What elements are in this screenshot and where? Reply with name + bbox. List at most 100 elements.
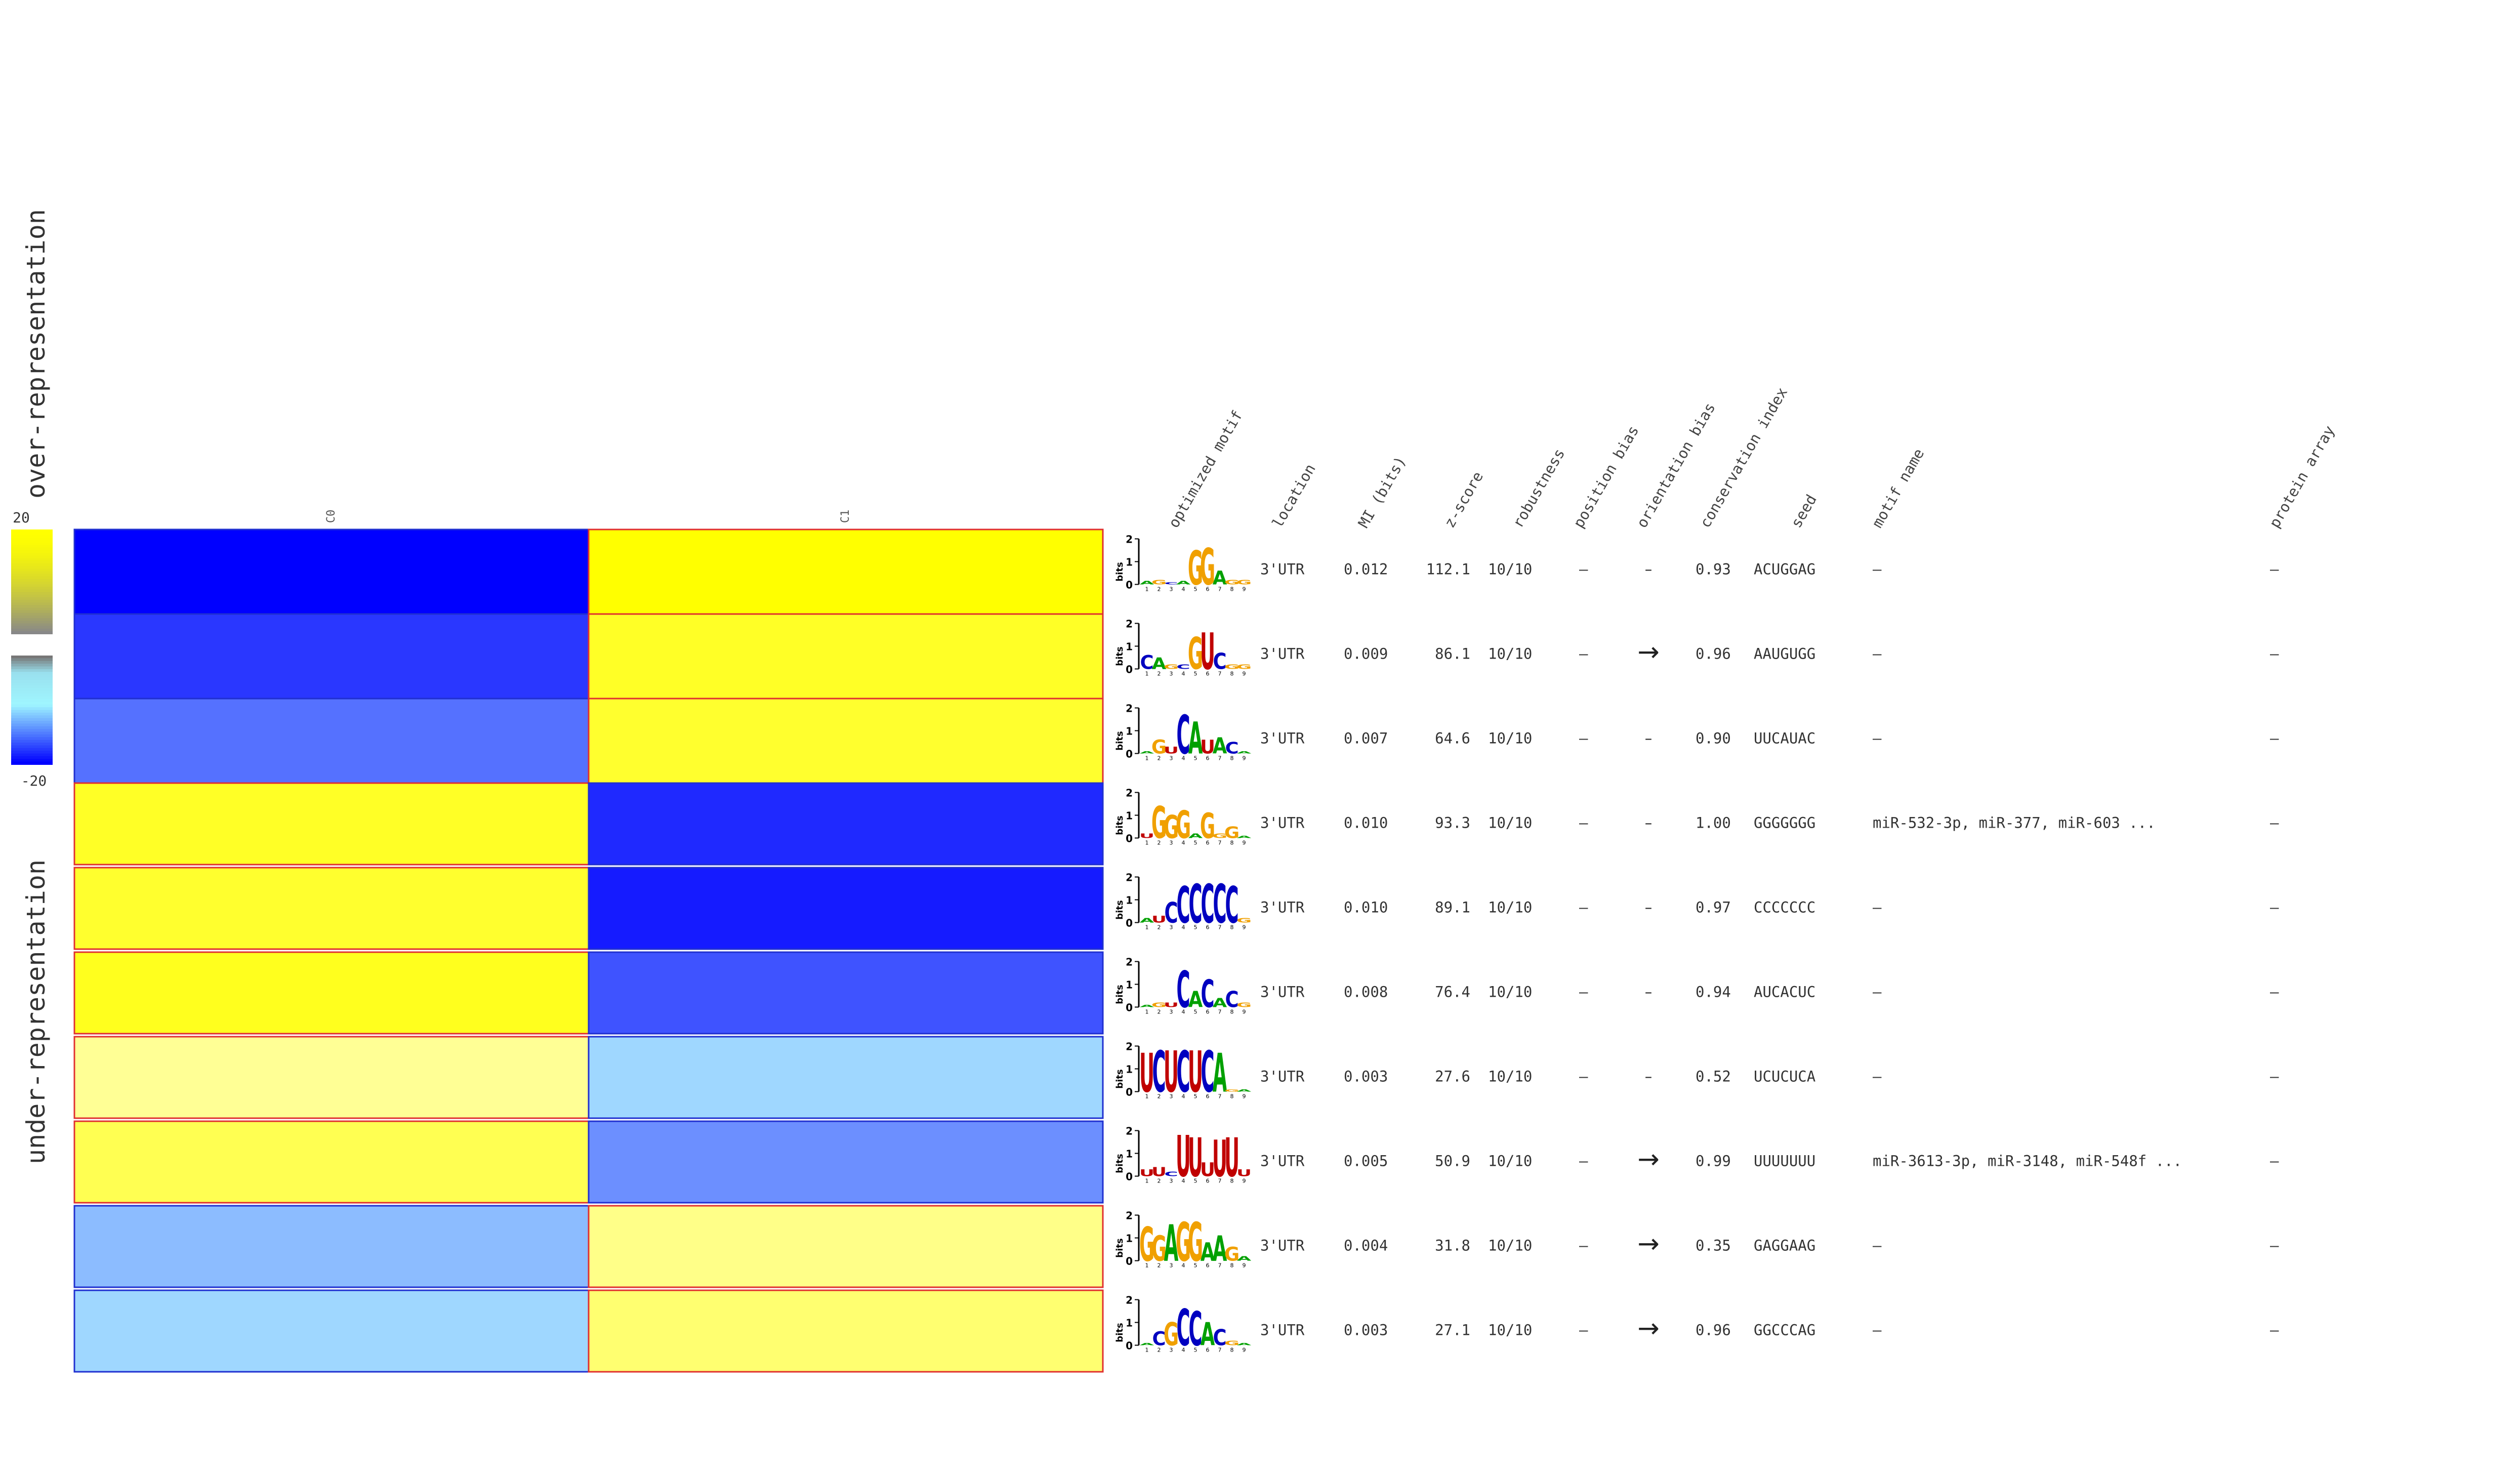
cell-position-bias: – [1579,1153,1588,1170]
color-scale-segment [11,658,53,662]
cell-seed: GAGGAAG [1754,1237,1815,1254]
logo-tick-label: 1 [1126,810,1133,822]
cell-z-score: 27.6 [1435,1068,1470,1085]
logo-position-label: 4 [1182,755,1185,762]
cell-robustness: 10/10 [1488,1237,1532,1254]
logo-letter: G [1151,1229,1167,1269]
table-header: seed [1788,492,1820,530]
logo-tick-label: 0 [1126,833,1133,845]
logo-position-label: 3 [1170,1093,1173,1100]
cell-conservation-index: 0.96 [1696,1322,1731,1339]
color-scale-segment [11,718,53,721]
logo-tick-label: 2 [1126,1041,1133,1053]
logo-letter: G [1188,541,1203,596]
logo-position-label: 8 [1230,1262,1234,1269]
logo-position-label: 1 [1145,586,1149,593]
logo-letter: A [1213,567,1227,589]
color-scale-segment [11,623,53,627]
color-scale-segment [11,610,53,614]
heatmap-cell [73,1289,590,1373]
logo-letter: U [1200,736,1215,758]
cell-robustness: 10/10 [1488,561,1532,578]
logo-letter: A [1213,733,1227,759]
table-header: z-score [1441,469,1487,531]
logo-letter: G [1200,806,1215,846]
logo-letter: G [1164,663,1179,670]
color-scale-segment [11,737,53,741]
logo-position-label: 5 [1194,1262,1197,1269]
logo-letter: U [1200,1159,1215,1180]
logo-position-label: 9 [1243,1178,1246,1185]
cell-orientation-bias: – [1645,561,1653,578]
color-scale-segment [11,550,53,554]
logo-letter: A [1237,1342,1252,1346]
logo-position-label: 5 [1194,671,1197,677]
cell-orientation-bias: – [1645,1068,1653,1085]
logo-tick-label: 2 [1126,872,1133,884]
logo-position-label: 5 [1194,586,1197,593]
logo-tick-label: 2 [1126,618,1133,630]
heatmap-cell [73,951,590,1035]
logo-position-label: 7 [1218,924,1222,931]
logo-letter: U [1164,1001,1179,1008]
heatmap-cell [73,1036,590,1119]
logo-letter: U [1224,1127,1240,1189]
cell-mi: 0.004 [1344,1237,1388,1254]
logo-letter: C [1152,1328,1166,1350]
color-scale-segment [11,743,53,746]
color-scale-segment [11,602,53,606]
logo-position-label: 2 [1158,755,1161,762]
heatmap-cell [588,1205,1104,1288]
logo-letter: A [1201,1238,1215,1267]
logo-letter: C [1201,873,1214,935]
logo-tick-label: 2 [1126,703,1133,715]
logo-position-label: 6 [1206,755,1210,762]
cell-z-score: 93.3 [1435,814,1470,832]
logo-letter: C [1176,1298,1190,1358]
logo-letter: A [1237,1089,1252,1092]
heatmap-cell [588,698,1104,784]
logo-letter: A [1237,751,1252,754]
logo-letter: G [1139,1217,1154,1272]
logo-letter: U [1139,832,1154,839]
logo-letter: C [1176,876,1190,935]
cell-mi: 0.012 [1344,561,1388,578]
color-scale-segment [11,612,53,616]
logo-position-label: 2 [1158,1093,1161,1100]
column-label-C0: C0 [325,510,338,523]
color-scale-segment [11,677,53,681]
cell-orientation-bias: → [1637,1229,1660,1259]
logo-letter: A [1140,917,1154,924]
logo-position-label: 6 [1206,1178,1210,1185]
logo-letter: U [1139,1042,1154,1105]
logo-axis-label: bits [1114,900,1125,919]
logo-position-label: 8 [1230,1093,1234,1100]
cell-protein-array: – [2270,561,2279,578]
color-scale-segment [11,745,53,749]
logo-position-label: 7 [1218,1262,1222,1269]
logo-position-label: 6 [1206,1093,1210,1100]
cell-orientation-bias: – [1645,899,1653,916]
logo-letter: G [1224,663,1240,670]
logo-letter: A [1152,655,1167,673]
color-scale-min-label: -20 [21,772,47,789]
color-scale-segment [11,535,53,538]
cell-z-score: 89.1 [1435,899,1470,916]
cell-z-score: 76.4 [1435,984,1470,1001]
logo-letter: U [1188,1127,1203,1189]
color-scale-max-label: 20 [13,509,30,526]
logo-position-label: 8 [1230,1347,1234,1354]
cell-conservation-index: 0.35 [1696,1237,1731,1254]
logo-letter: G [1236,663,1252,670]
logo-position-label: 1 [1145,755,1149,762]
logo-position-label: 3 [1170,1347,1173,1354]
color-scale-segment [11,674,53,678]
cell-position-bias: – [1579,730,1588,747]
color-scale-segment [11,699,53,703]
logo-letter: A [1237,1255,1252,1262]
logo-tick-label: 0 [1126,748,1133,760]
color-scale-segment [11,702,53,705]
